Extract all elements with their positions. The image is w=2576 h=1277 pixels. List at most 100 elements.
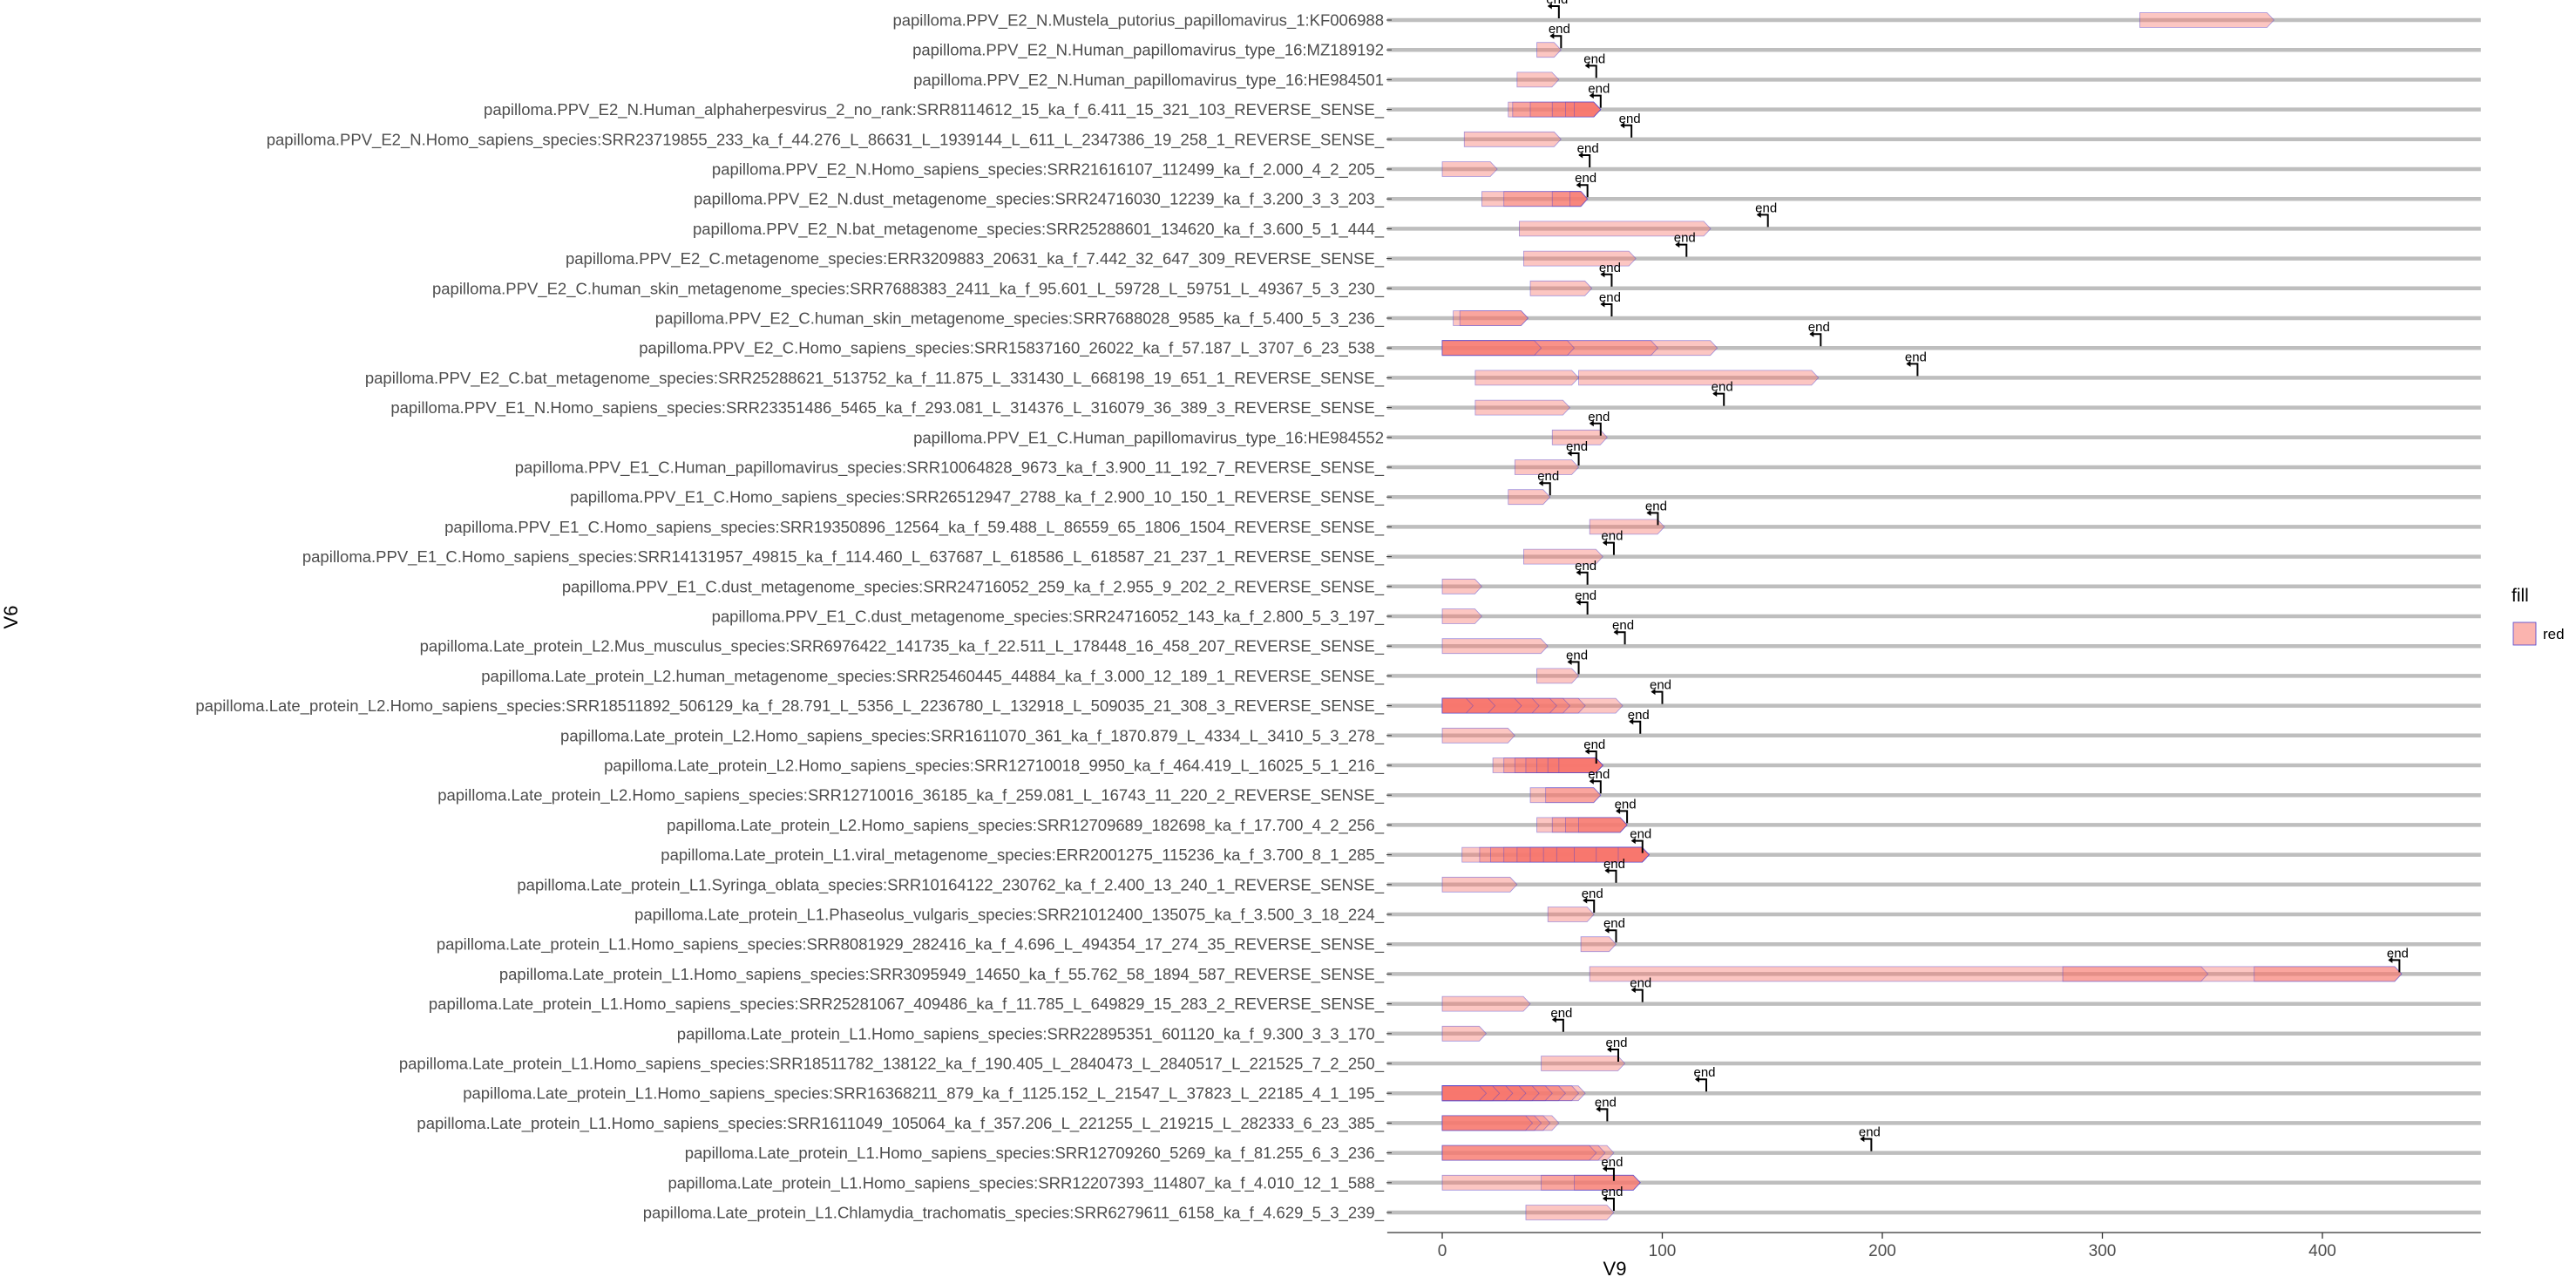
gene-arrow [1523,548,1603,565]
y-tick-label: papilloma.PPV_E2_N.Homo_sapiens_species:… [267,130,1385,149]
end-marker-arrowhead [1589,778,1594,785]
end-marker-arrowhead [1589,420,1594,427]
gene-arrow [1508,489,1551,506]
end-marker-line [1585,65,1597,78]
y-tick-label: papilloma.PPV_E2_C.Homo_sapiens_species:… [639,339,1384,358]
end-label: end [1583,737,1605,752]
y-tick-label: papilloma.PPV_E1_C.Homo_sapiens_species:… [444,518,1385,537]
gene-arrow [1441,638,1549,655]
end-marker-arrowhead [1596,1105,1601,1112]
end-label: end [2387,946,2409,961]
gene-arrow [1441,727,1515,744]
end-label: end [1859,1125,1881,1140]
end-marker-line [1605,869,1617,883]
end-label: end [1619,112,1641,126]
end-marker-arrowhead [1567,658,1572,665]
end-marker-arrowhead [1583,897,1588,904]
gene-arrow [1569,191,1589,207]
end-marker-arrowhead [1551,1016,1556,1023]
y-tick-label: papilloma.Late_protein_L1.Homo_sapiens_s… [429,995,1385,1014]
end-marker-line [1713,392,1725,406]
end-marker-line [1651,690,1664,704]
y-tick-label: papilloma.Late_protein_L2.Homo_sapiens_s… [437,786,1385,805]
end-marker-line [1579,154,1591,167]
gene-arrow [1441,1025,1488,1042]
end-marker-arrowhead [1675,241,1680,248]
end-marker-arrowhead [1604,867,1610,874]
end-marker-arrowhead [1629,718,1634,725]
y-tick-label: papilloma.PPV_E1_C.dust_metagenome_speci… [712,608,1385,627]
gene-arrow [1529,280,1593,296]
y-tick-label: papilloma.PPV_E2_C.bat_metagenome_specie… [365,369,1385,388]
end-marker-arrowhead [1613,628,1618,635]
y-tick-label: papilloma.PPV_E1_C.Human_papillomavirus_… [515,458,1385,478]
y-tick-label: papilloma.Late_protein_L1.Chlamydia_trac… [643,1204,1385,1223]
y-tick-label: papilloma.Late_protein_L1.viral_metageno… [661,846,1384,865]
end-label: end [1588,410,1610,425]
end-label: end [1601,1155,1623,1170]
legend: fill red [2512,586,2565,646]
gene-arrow [1441,608,1482,624]
end-marker-line [1603,541,1615,555]
end-label: end [1575,559,1596,574]
x-tick-label: 0 [1438,1242,1447,1260]
gene-arrow [1474,370,1580,386]
y-tick-label: papilloma.PPV_E2_N.Human_alphaherpesviru… [484,100,1385,119]
end-marker-line [1631,988,1644,1002]
gene-arrow [1474,399,1570,416]
end-label: end [1674,231,1696,246]
x-axis: 0 100 200 300 400 [1386,1232,2481,1260]
gene-arrow [1589,519,1665,535]
end-label: end [1601,529,1623,544]
end-marker-arrowhead [1589,92,1594,99]
y-tick-label: papilloma.PPV_E2_C.human_skin_metagenome… [432,279,1385,298]
y-tick-label: papilloma.PPV_E2_N.Mustela_putorius_papi… [892,11,1384,31]
end-marker-arrowhead [1906,360,1911,367]
end-marker-arrowhead [1646,509,1651,516]
gene-arrow [1441,1085,1488,1102]
end-label: end [1630,827,1651,842]
end-label: end [1550,1006,1572,1021]
end-marker-line [1576,601,1589,615]
end-marker-arrowhead [1584,62,1590,69]
end-marker-arrowhead [1576,181,1581,188]
gene-arrow [1545,787,1602,804]
end-label: end [1566,648,1588,662]
y-tick-label: papilloma.Late_protein_L1.Homo_sapiens_s… [685,1144,1385,1163]
end-label: end [1605,1036,1627,1050]
gene-arrow [1514,459,1580,475]
end-label: end [1755,200,1777,215]
gene-arrow [1547,907,1595,922]
gene-arrow [1463,131,1562,147]
gene-arrow [1551,429,1608,445]
end-label: end [1712,380,1733,395]
end-marker-line [1907,363,1919,377]
end-marker-arrowhead [1578,152,1583,159]
end-marker-arrowhead [1584,748,1590,755]
y-tick-label: papilloma.Late_protein_L1.Homo_sapiens_s… [463,1084,1384,1104]
y-tick-label: papilloma.Late_protein_L1.Homo_sapiens_s… [437,935,1385,954]
gene-arrow [1523,250,1637,267]
end-marker-arrowhead [1651,689,1656,696]
end-marker-line [1676,243,1688,257]
y-tick-label: papilloma.Late_protein_L1.Homo_sapiens_s… [399,1055,1385,1074]
x-tick-label: 400 [2308,1242,2336,1260]
gene-arrow [1441,1145,1597,1161]
end-marker-line [1621,124,1633,138]
y-tick-label: papilloma.Late_protein_L2.Homo_sapiens_s… [667,816,1385,835]
gene-arrow [1536,668,1580,684]
gene-arrow [1578,370,1820,386]
end-marker-arrowhead [1567,450,1572,457]
end-marker-line [1614,631,1626,645]
y-tick-label: papilloma.Late_protein_L1.Homo_sapiens_s… [668,1173,1385,1192]
y-tick-label: papilloma.Late_protein_L2.Homo_sapiens_s… [560,726,1385,745]
end-marker-arrowhead [1616,807,1621,814]
gene-arrow [1580,936,1617,953]
end-marker-arrowhead [2388,956,2393,963]
end-marker-arrowhead [1602,1165,1607,1172]
end-marker-line [1548,5,1560,18]
end-marker-line [1596,1108,1609,1122]
end-label: end [1630,976,1651,991]
end-label: end [1628,708,1650,723]
y-tick-label: papilloma.PPV_E2_N.Human_papillomavirus_… [912,41,1384,60]
